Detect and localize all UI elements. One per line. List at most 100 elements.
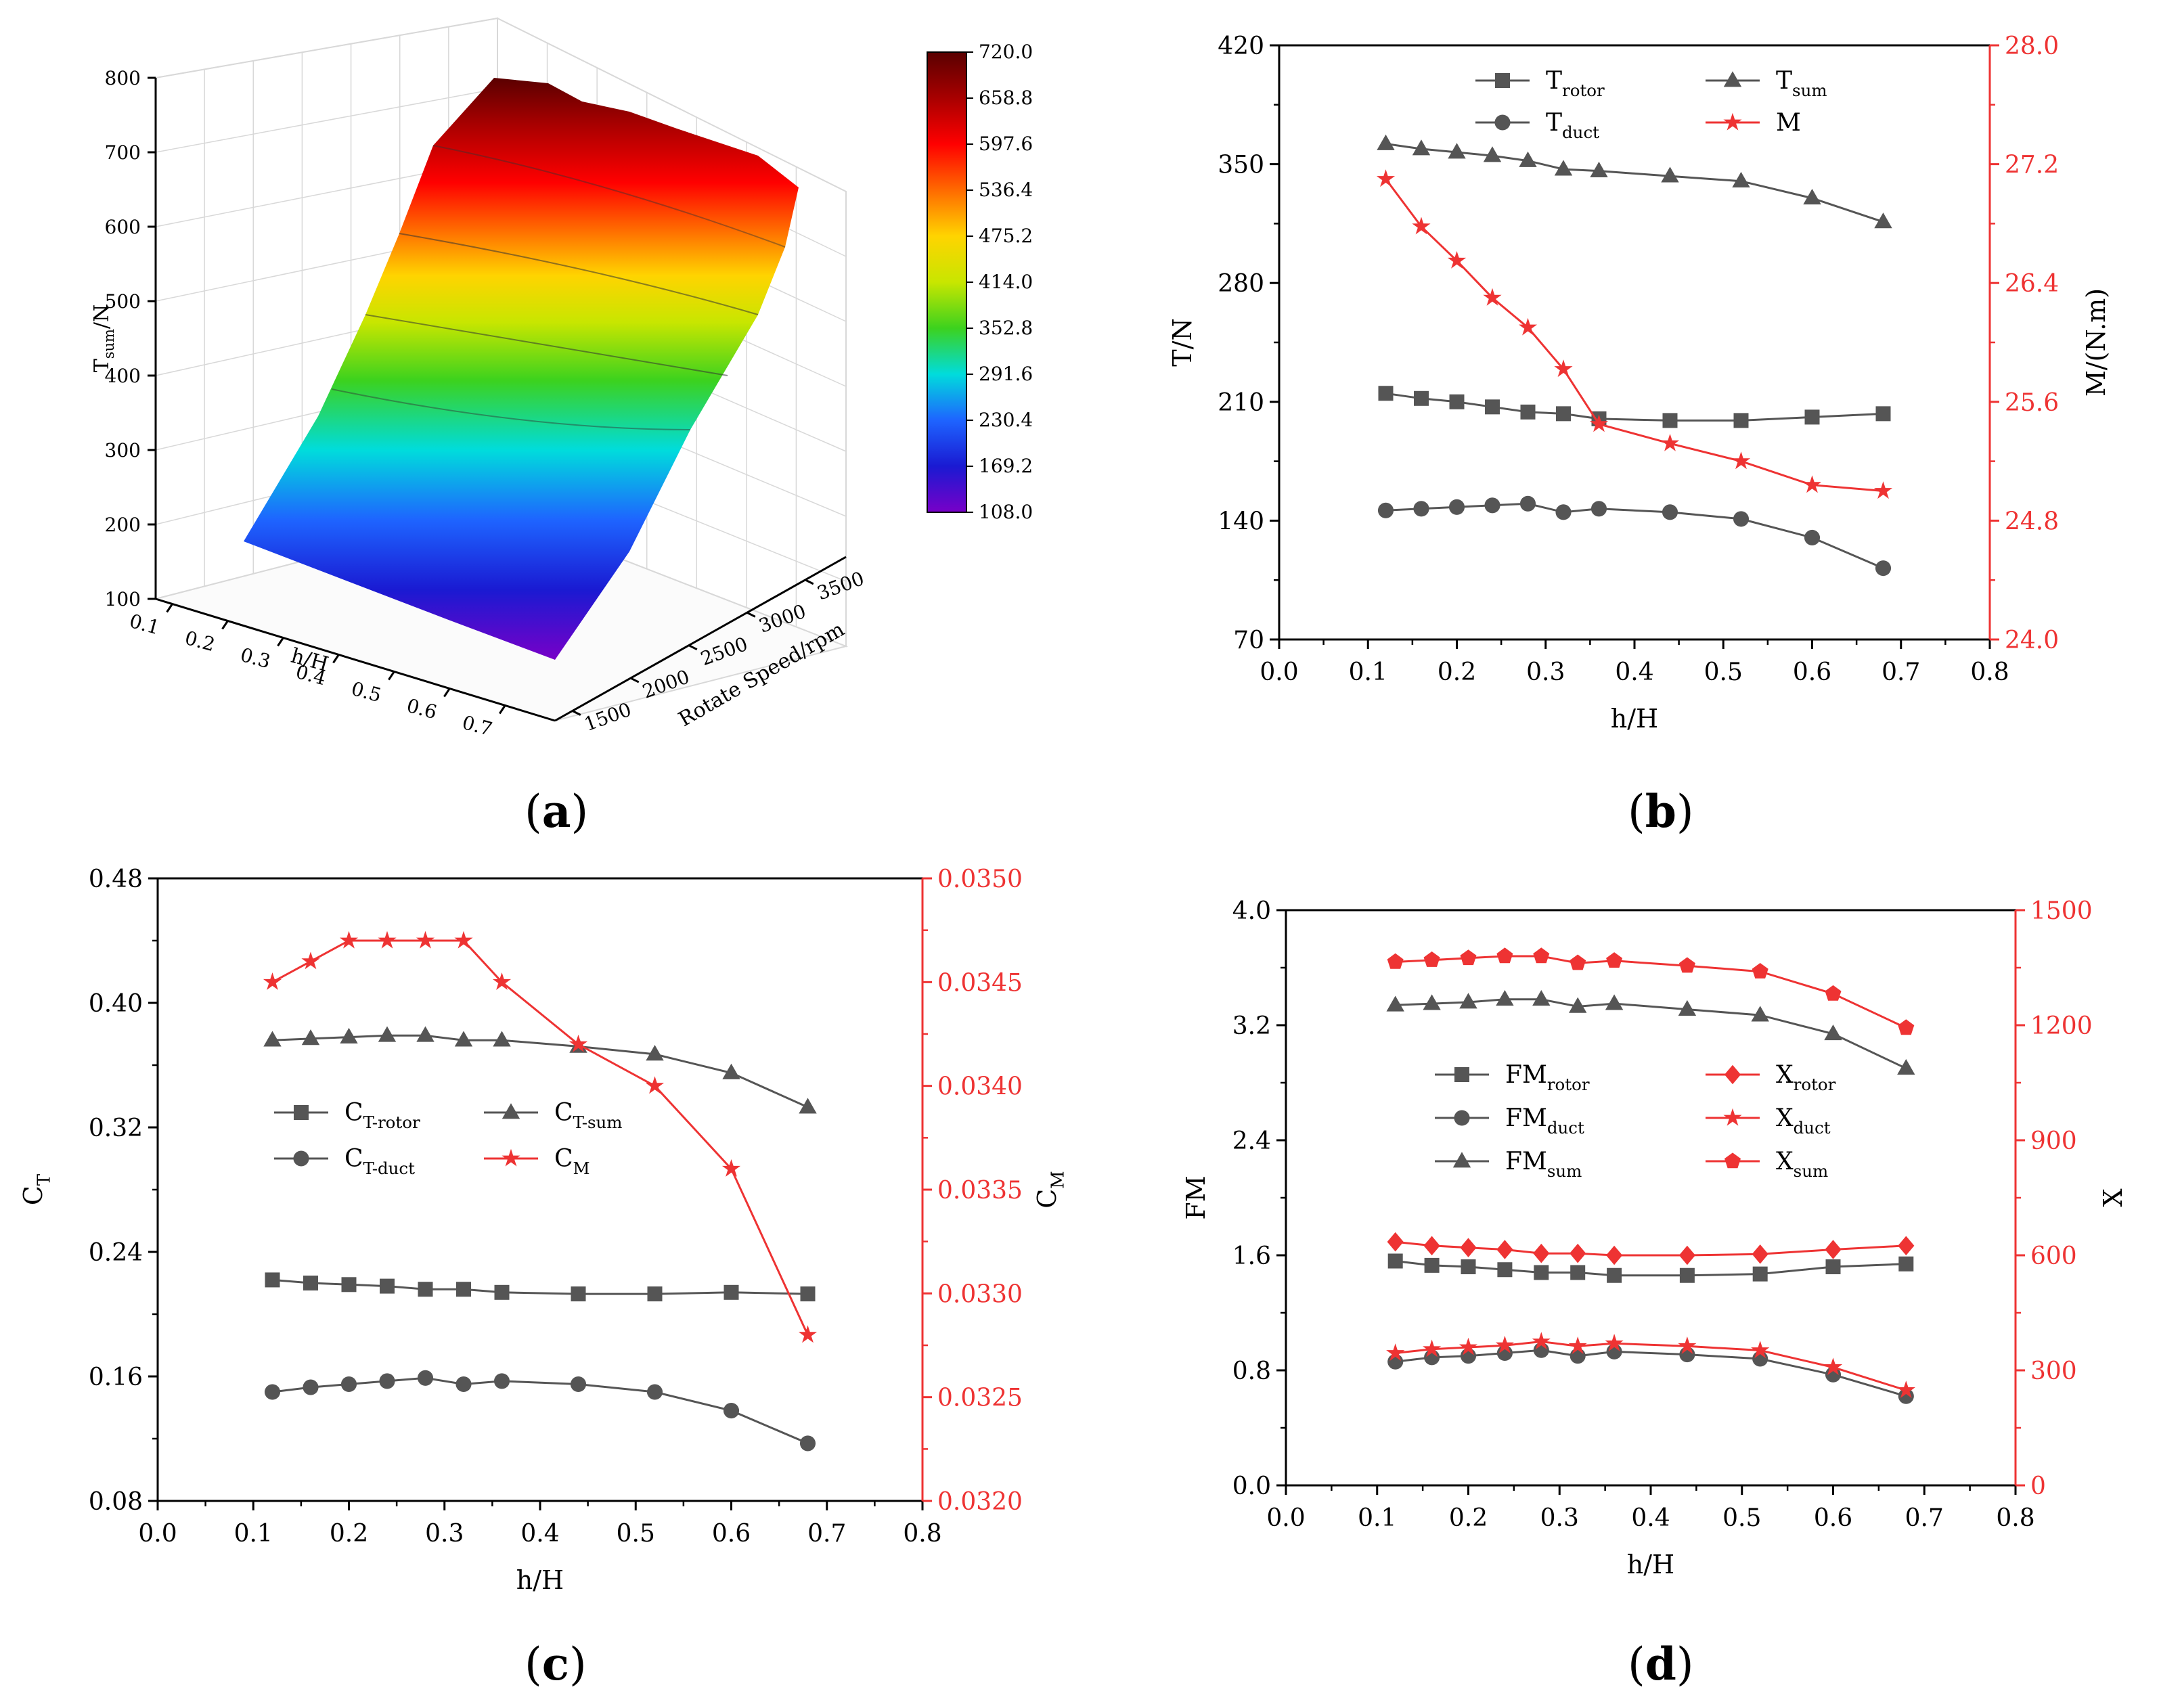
legend-marker-c-t-duct xyxy=(293,1150,309,1167)
data-point-c-m xyxy=(301,951,320,970)
y-axis-title: CT xyxy=(18,1174,54,1205)
data-point-c-m xyxy=(492,972,512,990)
x-tick-label: 0.2 xyxy=(1438,658,1476,686)
data-point-m- xyxy=(1554,359,1573,378)
data-point-fm-duct xyxy=(1570,1348,1586,1364)
x-tick xyxy=(499,704,506,715)
legend-label-c-t-sum: CT-sum xyxy=(554,1099,623,1132)
data-point-fm-rotor xyxy=(1424,1257,1440,1273)
data-point-x-sum xyxy=(1533,947,1550,964)
y-right-axis-title: M/(N.m) xyxy=(2081,288,2111,397)
surface-contour xyxy=(331,388,691,430)
legend-label-c-m: CM xyxy=(554,1145,590,1178)
legend-marker-t-duct xyxy=(1494,114,1511,131)
data-point-m- xyxy=(1518,317,1538,336)
colorbar-tick-label: 720.0 xyxy=(979,41,1033,63)
data-point-x-rotor xyxy=(1678,1245,1695,1265)
y-tick-label: 0.24 xyxy=(89,1239,143,1267)
x-axis xyxy=(155,598,556,722)
data-point-t-rotor xyxy=(1662,413,1678,428)
z-tick-label: 500 xyxy=(105,290,141,313)
data-point-m- xyxy=(1802,475,1822,493)
data-point-c-t-rotor xyxy=(494,1284,510,1300)
x-tick-label: 0.5 xyxy=(617,1520,655,1548)
grid-line xyxy=(155,88,498,153)
x-tick-label: 0.2 xyxy=(330,1520,368,1548)
data-point-c-t-duct xyxy=(455,1376,472,1393)
y-axis xyxy=(554,556,847,722)
x-tick-label: 0.6 xyxy=(712,1520,751,1548)
y-tick-label: 1.6 xyxy=(1232,1242,1271,1270)
panel-label-b: (b) xyxy=(1628,785,1694,838)
legend-label-x-sum: Xsum xyxy=(1776,1148,1828,1181)
data-point-fm-rotor xyxy=(1752,1266,1768,1282)
y-right-axis-title: X xyxy=(2098,1188,2125,1207)
data-point-x-sum xyxy=(1898,1019,1915,1035)
data-point-m- xyxy=(1412,217,1431,235)
x-tick-label: 0.7 xyxy=(1882,658,1920,686)
y-right-tick-label: 0.0340 xyxy=(937,1073,1023,1101)
y-tick-label: 70 xyxy=(1233,627,1264,654)
legend-label-t-rotor: Trotor xyxy=(1546,67,1605,100)
legend-label-t-duct: Tduct xyxy=(1546,109,1599,142)
data-point-m- xyxy=(1589,414,1609,432)
legend-marker-fm-sum xyxy=(1452,1152,1471,1168)
data-point-x-sum xyxy=(1570,954,1586,970)
data-point-x-duct xyxy=(1423,1339,1442,1357)
y-right-tick-label: 26.4 xyxy=(2005,270,2059,298)
data-point-x-sum xyxy=(1460,949,1477,966)
data-point-c-t-rotor xyxy=(571,1286,586,1302)
z-axis-title: Tsum/N xyxy=(90,305,117,373)
x-tick-label: 0.3 xyxy=(425,1520,464,1548)
data-point-x-duct xyxy=(1678,1336,1697,1354)
x-tick-label: 0.5 xyxy=(1704,658,1743,686)
x-tick-label: 0.4 xyxy=(1631,1504,1670,1532)
data-point-x-duct xyxy=(1751,1341,1770,1359)
colorbar-tick-label: 658.8 xyxy=(979,87,1033,109)
x-tick-label: 0.0 xyxy=(138,1520,177,1548)
data-point-c-m xyxy=(339,930,359,949)
legend-label-fm-duct: FMduct xyxy=(1505,1104,1584,1138)
legend-label-c-t-duct: CT-duct xyxy=(344,1145,415,1178)
data-point-t-sum xyxy=(1519,151,1537,167)
data-point-fm-sum xyxy=(1678,999,1697,1016)
data-point-c-t-duct xyxy=(493,1373,510,1389)
panel-d-figure-of-merit-chart: 0.0 0.1 0.2 0.3 0.4 0.5 0.6 0.7 0.8 0.0 0.8 1.6 2.4 3… xyxy=(1181,897,2125,1579)
data-point-fm-sum xyxy=(1751,1006,1769,1022)
y-right-tick-label: 0.0325 xyxy=(937,1385,1023,1412)
data-point-c-m xyxy=(378,930,397,949)
y-tick-label: 0.32 xyxy=(89,1115,143,1142)
x-tick-label: 0.5 xyxy=(349,677,384,706)
data-point-m- xyxy=(1483,288,1502,306)
x-axis-title: h/H xyxy=(1611,704,1658,734)
y-tick-label: 0.16 xyxy=(89,1364,143,1391)
data-point-t-duct xyxy=(1377,502,1394,518)
y-tick-label: 350 xyxy=(1218,152,1264,179)
data-point-x-sum xyxy=(1825,985,1842,1001)
data-point-fm-rotor xyxy=(1898,1256,1914,1272)
data-point-c-t-rotor xyxy=(800,1286,816,1302)
data-point-fm-rotor xyxy=(1497,1262,1513,1278)
data-point-fm-sum xyxy=(1532,990,1551,1006)
x-tick xyxy=(221,620,229,630)
data-point-fm-rotor xyxy=(1570,1265,1586,1280)
legend-marker-x-duct xyxy=(1723,1108,1742,1126)
z-tick-label: 800 xyxy=(105,67,141,89)
data-point-fm-sum xyxy=(1605,994,1624,1010)
data-point-x-duct xyxy=(1459,1337,1478,1355)
data-point-x-sum xyxy=(1423,951,1440,967)
data-point-fm-rotor xyxy=(1461,1259,1476,1274)
data-point-t-duct xyxy=(1413,501,1429,517)
data-point-fm-sum xyxy=(1569,997,1587,1013)
data-point-x-rotor xyxy=(1752,1244,1768,1264)
x-tick-label: 0.4 xyxy=(520,1520,559,1548)
y-tick xyxy=(805,579,814,585)
z-tick-label: 400 xyxy=(105,365,141,387)
data-point-c-t-rotor xyxy=(724,1284,739,1300)
series-line-c-m xyxy=(271,939,809,1336)
data-point-t-duct xyxy=(1590,501,1607,517)
data-point-c-t-duct xyxy=(264,1384,281,1400)
data-point-x-duct xyxy=(1568,1336,1587,1354)
x-tick-label: 0.2 xyxy=(1449,1504,1488,1532)
y-right-tick-label: 0 xyxy=(2030,1473,2046,1500)
